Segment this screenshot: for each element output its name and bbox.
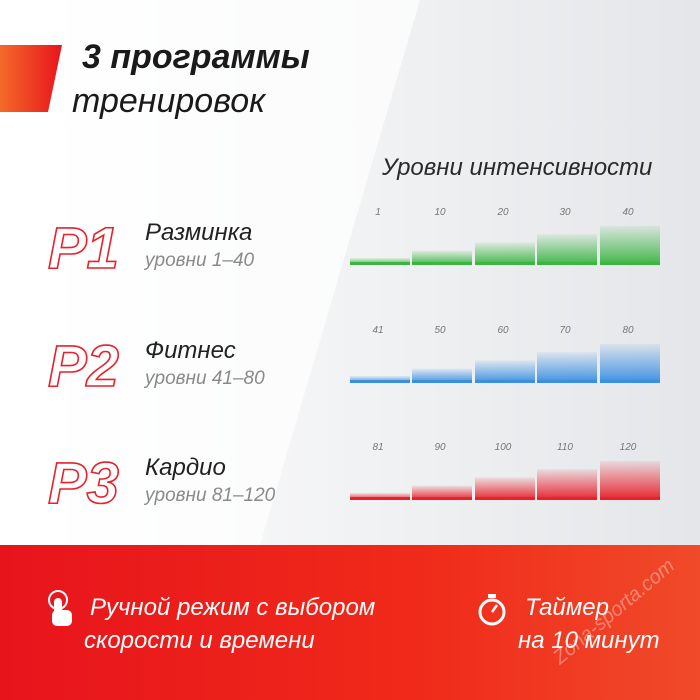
footer-timer: Таймер	[525, 594, 609, 621]
footer-manual: Ручной режим с выбором	[90, 594, 375, 621]
footer-band	[0, 545, 700, 700]
level-label: 120	[620, 442, 637, 453]
level-bar-base	[475, 262, 535, 265]
level-bar	[350, 258, 410, 265]
level-bar-base	[475, 497, 535, 500]
level-bar	[600, 461, 660, 500]
level-label: 100	[495, 442, 512, 453]
level-label: 40	[622, 207, 634, 218]
level-bar-base	[350, 262, 410, 265]
title: 3 программы	[82, 38, 310, 76]
level-bar	[350, 376, 410, 383]
timer-icon	[478, 594, 506, 626]
level-label: 10	[434, 207, 446, 218]
level-bar-base	[600, 497, 660, 500]
level-bar-base	[412, 262, 472, 265]
level-bar-base	[600, 262, 660, 265]
level-label: 20	[496, 207, 509, 218]
level-label: 70	[559, 325, 571, 336]
program-code: P3	[48, 451, 119, 516]
level-label: 1	[375, 207, 381, 218]
level-bar-base	[475, 380, 535, 383]
level-bar	[600, 226, 660, 265]
level-bar-base	[537, 497, 597, 500]
level-bar-base	[537, 380, 597, 383]
level-bar	[537, 469, 597, 500]
level-label: 110	[557, 442, 573, 453]
level-bar	[412, 250, 472, 265]
program-range: уровни 41–80	[143, 368, 265, 389]
level-bar-base	[600, 380, 660, 383]
background-light	[0, 0, 420, 545]
level-bar-base	[350, 497, 410, 500]
level-label: 60	[497, 325, 509, 336]
levels-heading: Уровни интенсивности	[381, 154, 652, 181]
footer-timer: на 10 минут	[518, 627, 660, 654]
level-bar	[475, 360, 535, 383]
level-label: 41	[372, 325, 383, 336]
level-bar	[412, 368, 472, 383]
program-name: Фитнес	[145, 337, 236, 364]
program-name: Кардио	[145, 454, 226, 481]
hand-icon	[48, 590, 72, 626]
program-name: Разминка	[145, 219, 252, 246]
level-bar	[350, 493, 410, 500]
level-bar-base	[412, 497, 472, 500]
title: тренировок	[72, 82, 267, 120]
level-bar-base	[350, 380, 410, 383]
program-range: уровни 81–120	[143, 485, 276, 506]
level-label: 80	[622, 325, 634, 336]
level-bar	[475, 242, 535, 265]
level-bar	[537, 352, 597, 383]
level-bar	[412, 485, 472, 500]
footer-manual: скорости и времени	[84, 627, 315, 654]
program-code: P1	[48, 216, 119, 281]
program-range: уровни 1–40	[143, 250, 255, 271]
level-bar-base	[537, 262, 597, 265]
level-bar	[537, 234, 597, 265]
level-label: 90	[434, 442, 446, 453]
level-label: 30	[559, 207, 571, 218]
level-bar	[600, 344, 660, 383]
level-label: 50	[434, 325, 446, 336]
program-code: P2	[48, 334, 119, 399]
level-bar	[475, 477, 535, 500]
title-flag	[0, 45, 62, 112]
level-label: 81	[372, 442, 383, 453]
level-bar-base	[412, 380, 472, 383]
